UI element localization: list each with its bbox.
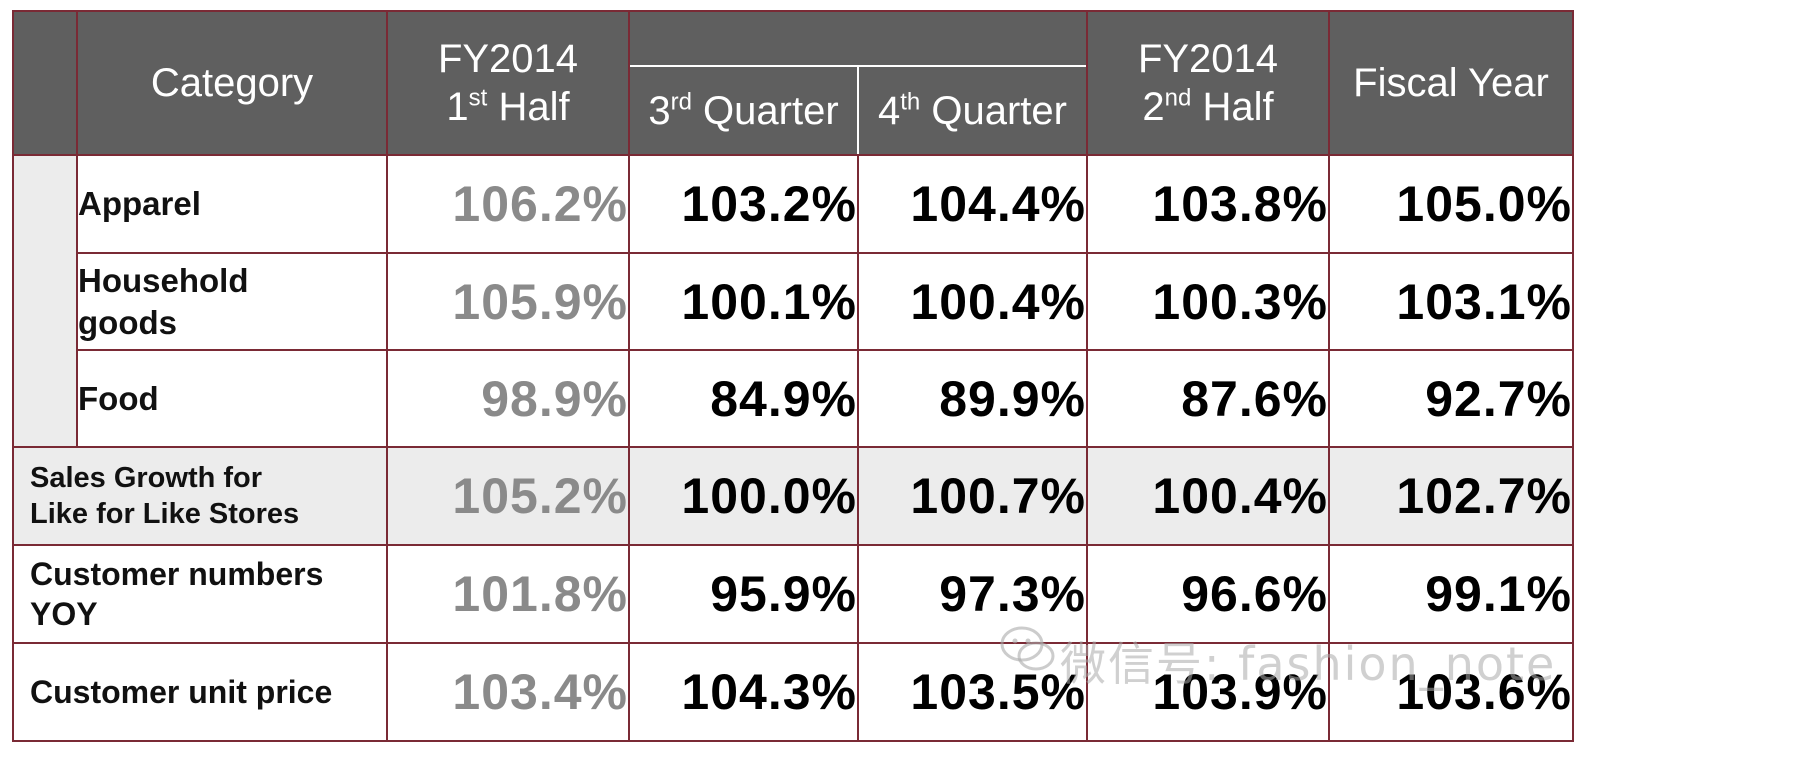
header-corner [12,10,78,156]
cell-first-half: 105.2% [386,446,630,546]
header-category-label: Category [150,61,314,105]
cell-fourth-quarter: 104.4% [857,154,1088,254]
header-category: Category [76,10,388,156]
header-first-half-sup: st [468,84,488,112]
cell-second-half: 87.6% [1086,349,1330,448]
header-first-half-year: FY2014 [437,37,579,81]
cell-fourth-quarter: 100.4% [857,252,1088,351]
watermark-text: 微信号: fashion_note [1060,637,1557,691]
cell-first-half: 98.9% [386,349,630,448]
cell-second-half: 103.8% [1086,154,1330,254]
header-third-quarter: 3rd Quarter [628,65,859,156]
cell-third-quarter: 100.1% [628,252,859,351]
wechat-icon [1000,626,1055,671]
cell-third-quarter: 103.2% [628,154,859,254]
cell-second-half: 103.9% [1086,642,1330,742]
header-q3-text: Quarter [691,88,839,133]
header-q4-num: 4 [878,88,901,133]
cell-fiscal-year: 103.1% [1328,252,1574,351]
sales-table: Category FY2014 1st Half FY2014 2nd Half… [12,10,1574,742]
header-second-half-text: Half [1191,85,1274,129]
cell-third-quarter: 100.0% [628,446,859,546]
row-indent [12,154,78,448]
header-fiscal-year: Fiscal Year [1328,10,1574,156]
header-q3-num: 3 [648,88,671,133]
table-row-food: Food 98.9% 84.9% 89.9% 87.6% 92.7% [13,349,1574,448]
row-label: Apparel [76,154,388,254]
header-second-half-num: 2 [1142,85,1165,129]
header-second-half-sup: nd [1164,84,1192,112]
header-q4-sup: th [900,88,921,116]
cell-fourth-quarter: 103.5% [857,642,1088,742]
header-row-bottom: 3rd Quarter 4th Quarter [13,65,1573,156]
header-q4-text: Quarter [920,88,1067,133]
header-first-half-num: 1 [446,85,469,129]
header-fiscal-year-label: Fiscal Year [1353,61,1549,105]
header-fourth-quarter: 4th Quarter [857,65,1088,156]
row-label: Household goods [76,252,388,351]
header-row-top: Category FY2014 1st Half FY2014 2nd Half… [12,10,1574,156]
table-row-apparel: Apparel 106.2% 103.2% 104.4% 103.8% 105.… [12,154,1574,448]
cell-first-half: 105.9% [386,252,630,351]
cell-fiscal-year: 102.7% [1328,446,1574,546]
cell-fiscal-year: 92.7% [1328,349,1574,448]
cell-fiscal-year: 103.6% [1328,642,1574,742]
table-row-customer-unit-price: Customer unit price 103.4% 104.3% 103.5%… [12,642,1574,742]
table-row-sales-growth: Sales Growth for Like for Like Stores 10… [12,446,1574,546]
table-row-household-goods: Household goods 105.9% 100.1% 100.4% 100… [13,252,1574,351]
cell-fourth-quarter: 97.3% [857,544,1088,644]
row-label: Customer numbers YOY [12,544,388,644]
row-label: Food [76,349,388,448]
header-second-half-year: FY2014 [1137,37,1279,81]
cell-third-quarter: 84.9% [628,349,859,448]
cell-first-half: 103.4% [386,642,630,742]
row-label: Customer unit price [12,642,388,742]
cell-fourth-quarter: 89.9% [857,349,1088,448]
header-q3-sup: rd [670,88,692,116]
header-quarters-span [628,10,1088,66]
row-label: Sales Growth for Like for Like Stores [12,446,388,546]
cell-second-half: 100.4% [1086,446,1330,546]
header-first-half-text: Half [487,85,570,129]
header-first-half: FY2014 1st Half [386,10,630,156]
cell-first-half: 106.2% [386,154,630,254]
table-row-customer-numbers: Customer numbers YOY 101.8% 95.9% 97.3% … [12,544,1574,644]
cell-first-half: 101.8% [386,544,630,644]
header-second-half: FY2014 2nd Half [1086,10,1330,156]
cell-third-quarter: 104.3% [628,642,859,742]
cell-fiscal-year: 99.1% [1328,544,1574,644]
cell-third-quarter: 95.9% [628,544,859,644]
cell-second-half: 100.3% [1086,252,1330,351]
cell-fiscal-year: 105.0% [1328,154,1574,254]
cell-fourth-quarter: 100.7% [857,446,1088,546]
cell-second-half: 96.6% [1086,544,1330,644]
